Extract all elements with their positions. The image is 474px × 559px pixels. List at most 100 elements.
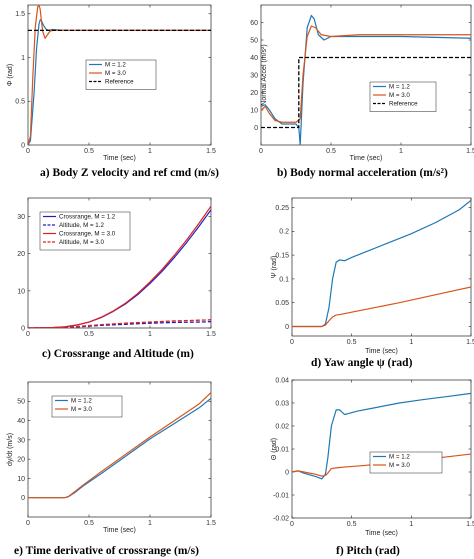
legend-entry: M = 3.0 xyxy=(71,406,92,413)
y-tick-label: 1.5 xyxy=(15,11,25,18)
legend: M = 1.2M = 3.0 xyxy=(369,451,443,474)
y-axis-label: Θ (rad) xyxy=(271,438,278,460)
x-tick-label: 0.5 xyxy=(347,521,357,528)
y-tick-label: 20 xyxy=(17,251,25,258)
y-tick-label: 0.2 xyxy=(279,229,289,236)
y-tick-label: 0.1 xyxy=(279,276,289,283)
x-tick-label: 0 xyxy=(26,520,30,527)
figure-caption: f) Pitch (rad) xyxy=(336,545,400,557)
legend: M = 1.2M = 3.0 Reference xyxy=(369,81,437,112)
x-tick-label: 0.5 xyxy=(84,148,94,155)
plot-area xyxy=(291,379,472,519)
chart-panel-4: 0 0.5 1 1.5 0 0.05 0.1 0.15 0.2 0.25 Time (sec) Ψ (… xyxy=(271,197,474,369)
legend-entry: Reference xyxy=(389,101,418,108)
x-tick-label: 1.5 xyxy=(206,520,216,527)
x-tick-label: 1.5 xyxy=(206,148,216,155)
legend-box xyxy=(39,211,131,251)
y-tick-label: 60 xyxy=(250,20,258,27)
y-tick-label: 1 xyxy=(21,55,25,62)
y-axis-label: Φ (rad) xyxy=(7,64,14,86)
y-tick-label: 0 xyxy=(21,142,25,149)
y-tick-label: -0.02 xyxy=(273,515,289,522)
legend-entry: M = 1.2 xyxy=(389,84,410,91)
y-tick-label: 0.04 xyxy=(275,377,289,384)
x-tick-label: 1 xyxy=(148,520,152,527)
series-line-4 xyxy=(28,319,211,328)
y-tick-label: 0.5 xyxy=(15,99,25,106)
y-tick-label: 50 xyxy=(17,399,25,406)
series-line-3 xyxy=(261,56,471,129)
x-tick-label: 0.5 xyxy=(84,520,94,527)
legend-entry: M = 1.2 xyxy=(71,398,92,405)
y-tick-label: 0.15 xyxy=(275,253,289,260)
y-tick-label: 20 xyxy=(250,90,258,97)
y-tick-label: 0.01 xyxy=(275,446,289,453)
x-axis-label: Time (sec) xyxy=(365,348,398,355)
x-tick-label: 0 xyxy=(290,339,294,346)
chart-panel-1: 0 0.5 1 1.5 0 0.5 1 1.5 Time (sec) Φ (rad) M = 1.2… xyxy=(7,4,219,179)
y-tick-label: 10 xyxy=(17,288,25,295)
series-line-3 xyxy=(28,205,211,328)
x-tick-label: 0.5 xyxy=(347,339,357,346)
figure-caption: a) Body Z velocity and ref cmd (m/s) xyxy=(40,167,219,179)
figure-caption: c) Crossrange and Altitude (m) xyxy=(42,348,194,360)
y-tick-label: 0 xyxy=(21,325,25,332)
x-tick-label: 0.5 xyxy=(326,148,336,155)
y-axis-label: dy/dt (m/s) xyxy=(7,433,14,466)
y-axis-label: Normal Accel (m/s²) xyxy=(261,44,268,105)
x-tick-label: 1 xyxy=(409,521,413,528)
x-tick-label: 1.5 xyxy=(206,331,216,338)
legend-entry: Crossrange, M = 1.2 xyxy=(59,214,116,221)
legend-box xyxy=(369,451,443,474)
y-tick-label: 0.25 xyxy=(275,205,289,212)
series-line-1 xyxy=(292,392,471,480)
x-tick-label: 0 xyxy=(290,521,294,528)
y-tick-label: 20 xyxy=(17,457,25,464)
figure-caption: d) Yaw angle ψ (rad) xyxy=(311,357,413,369)
y-tick-label: 0.02 xyxy=(275,423,289,430)
x-tick-label: 1.5 xyxy=(466,521,474,528)
y-tick-label: 0 xyxy=(21,495,25,502)
legend-entry: M = 3.0 xyxy=(389,462,410,469)
chart-panel-2: 0 0.5 1 1.5 0 10 20 30 40 50 60 Time (sec) Normal Ac… xyxy=(250,4,474,179)
x-tick-label: 0 xyxy=(26,331,30,338)
chart-panel-6: 0 0.5 1 1.5 -0.02 -0.01 0 0.01 0.02 0.03 0.04 Time … xyxy=(271,377,474,557)
x-tick-label: 1 xyxy=(399,148,403,155)
y-tick-label: 30 xyxy=(17,214,25,221)
series-line-1 xyxy=(292,199,471,328)
series-line-2 xyxy=(292,286,471,328)
x-tick-label: 1.5 xyxy=(466,339,474,346)
legend-entry: Reference xyxy=(105,79,134,86)
figure-caption: b) Body normal acceleration (m/s²) xyxy=(277,167,448,179)
legend-entry: M = 1.2 xyxy=(389,454,410,461)
x-tick-label: 1.5 xyxy=(466,148,474,155)
x-tick-label: 1 xyxy=(148,331,152,338)
y-tick-label: 40 xyxy=(250,55,258,62)
y-tick-label: 30 xyxy=(17,437,25,444)
x-axis-label: Time (sec) xyxy=(365,530,398,537)
legend-box xyxy=(51,395,123,418)
y-tick-label: 0.03 xyxy=(275,400,289,407)
y-tick-label: 0 xyxy=(285,469,289,476)
series-line-2 xyxy=(28,5,211,145)
x-tick-label: 0 xyxy=(259,148,263,155)
legend: M = 1.2M = 3.0 xyxy=(51,395,123,418)
figure-caption: e) Time derivative of crossrange (m/s) xyxy=(14,545,199,557)
legend-entry: Altitude, M = 3.0 xyxy=(59,239,104,246)
y-tick-label: 50 xyxy=(250,37,258,44)
y-tick-label: 30 xyxy=(250,72,258,79)
legend-entry: Altitude, M = 1.2 xyxy=(59,222,104,229)
y-tick-label: 10 xyxy=(250,107,258,114)
series-line-2 xyxy=(261,25,471,123)
x-tick-label: 1 xyxy=(148,148,152,155)
x-axis-label: Time (sec) xyxy=(350,155,383,162)
y-tick-label: 40 xyxy=(17,418,25,425)
y-tick-label: 0 xyxy=(254,125,258,132)
legend-entry: M = 3.0 xyxy=(105,70,126,77)
y-tick-label: -0.01 xyxy=(273,492,289,499)
x-tick-label: 0.5 xyxy=(84,331,94,338)
legend-entry: Crossrange, M = 3.0 xyxy=(59,231,116,238)
